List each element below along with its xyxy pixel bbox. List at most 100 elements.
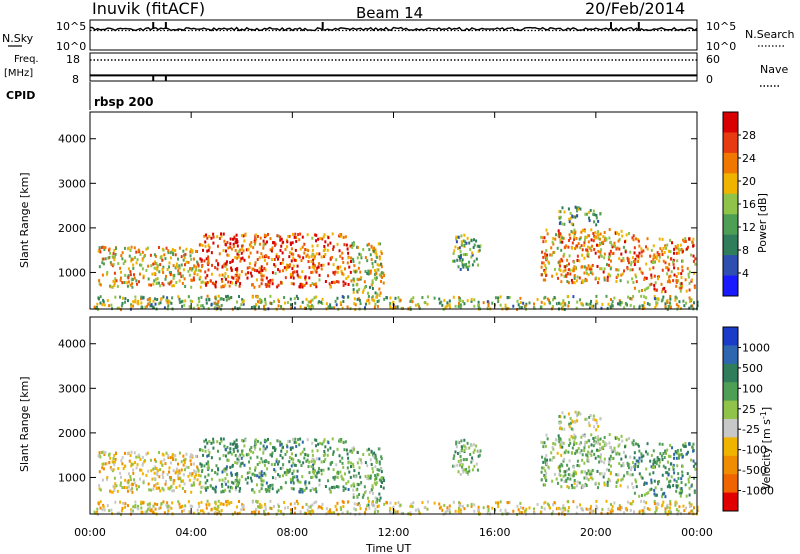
rti-cell — [132, 462, 135, 466]
rti-cell — [313, 296, 316, 300]
rti-cell — [204, 481, 207, 485]
rti-cell — [587, 264, 590, 268]
rti-cell — [603, 252, 606, 256]
rti-cell — [658, 460, 661, 464]
rti-cell — [187, 474, 190, 478]
rti-cell — [131, 304, 134, 308]
rti-cell — [370, 282, 373, 286]
rti-cell — [508, 500, 511, 504]
station-title: Inuvik (fitACF) — [92, 0, 205, 18]
rti-cell — [683, 509, 686, 513]
rti-cell — [608, 236, 611, 240]
rti-cell — [244, 272, 247, 276]
rti-cell — [301, 285, 304, 289]
rti-cell — [637, 239, 640, 243]
rti-cell — [189, 250, 192, 254]
rti-cell — [558, 472, 561, 476]
rti-cell — [567, 262, 570, 266]
rti-cell — [120, 254, 123, 258]
rti-cell — [155, 267, 158, 271]
x-tick-label: 16:00 — [479, 526, 511, 539]
rti-cell — [255, 499, 258, 503]
rti-cell — [669, 238, 672, 242]
rti-cell — [153, 271, 156, 275]
rti-cell — [558, 231, 561, 235]
rti-cell — [655, 462, 658, 466]
rti-cell — [655, 506, 658, 510]
rti-cell — [151, 477, 154, 481]
rti-cell — [254, 466, 257, 470]
rti-cell — [120, 475, 123, 479]
rti-cell — [552, 441, 555, 445]
rti-cell — [632, 238, 635, 242]
rti-cell — [630, 261, 633, 265]
rti-cell — [293, 475, 296, 479]
rti-cell — [560, 453, 563, 457]
rti-cell — [140, 468, 143, 472]
rti-cell — [375, 460, 378, 464]
rti-cell — [99, 488, 102, 492]
rti-cell — [311, 475, 314, 479]
rti-cell — [598, 255, 601, 259]
rti-cell — [560, 427, 563, 431]
rti-cell — [630, 466, 633, 470]
rti-cell — [138, 250, 141, 254]
rti-cell — [295, 236, 298, 240]
rti-cell — [224, 469, 227, 473]
rti-cell — [171, 284, 174, 288]
rti-cell — [305, 511, 308, 515]
rti-cell — [475, 462, 478, 466]
rti-cell — [371, 281, 374, 285]
rti-cell — [603, 457, 606, 461]
rti-cell — [182, 268, 185, 272]
rti-cell — [172, 457, 175, 461]
rti-cell — [562, 254, 565, 258]
rti-cell — [648, 283, 651, 287]
rti-cell — [655, 288, 658, 292]
rti-cell — [153, 476, 156, 480]
rti-cell — [569, 216, 572, 220]
rti-cell — [240, 449, 243, 453]
rti-cell — [256, 295, 259, 299]
rti-cell — [196, 465, 199, 469]
rti-cell — [152, 262, 155, 266]
rti-cell — [256, 257, 259, 261]
rti-cell — [262, 448, 265, 452]
rti-cell — [654, 281, 657, 285]
rti-cell — [692, 506, 695, 510]
rti-cell — [229, 450, 232, 454]
rti-cell — [131, 487, 134, 491]
rti-cell — [225, 298, 228, 302]
rti-cell — [552, 456, 555, 460]
rti-cell — [254, 240, 257, 244]
rti-cell — [339, 234, 342, 238]
rti-cell — [575, 206, 578, 210]
rti-cell — [332, 263, 335, 267]
rti-cell — [680, 452, 683, 456]
rti-cell — [227, 246, 230, 250]
rti-cell — [262, 479, 265, 483]
rti-cell — [331, 255, 334, 259]
rti-cell — [640, 270, 643, 274]
rti-cell — [292, 476, 295, 480]
rti-cell — [124, 502, 127, 506]
rti-cell — [109, 466, 112, 470]
rti-cell — [121, 462, 124, 466]
rti-cell — [324, 252, 327, 256]
rti-cell — [182, 473, 185, 477]
rti-cell — [645, 467, 648, 471]
rti-cell — [299, 487, 302, 491]
rti-cell — [301, 475, 304, 479]
rti-cell — [199, 480, 202, 484]
rti-cell — [569, 268, 572, 272]
rti-cell — [463, 233, 466, 237]
rti-cell — [284, 301, 287, 305]
rti-cell — [539, 510, 542, 514]
rti-cell — [222, 453, 225, 457]
rti-cell — [277, 234, 280, 238]
rti-cell — [172, 252, 175, 256]
rti-cell — [195, 249, 198, 253]
rti-cell — [256, 269, 259, 273]
rti-cell — [546, 458, 549, 462]
rti-cell — [109, 284, 112, 288]
